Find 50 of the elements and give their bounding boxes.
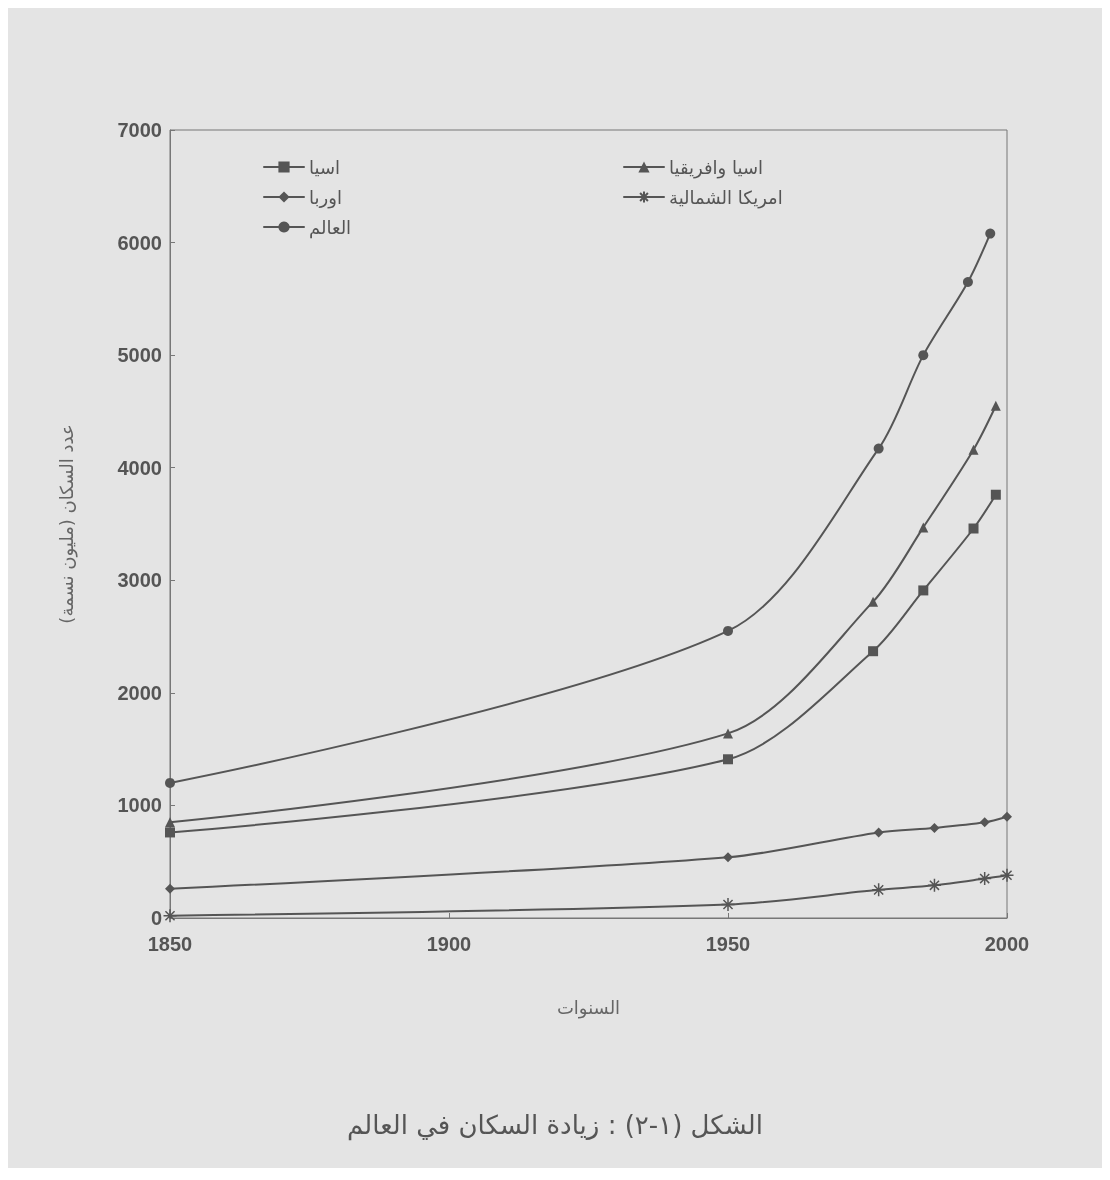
y-tick-label: 7000 — [117, 119, 162, 141]
y-tick-label: 5000 — [117, 344, 162, 367]
point — [723, 625, 733, 636]
point — [979, 817, 990, 828]
point — [868, 596, 879, 607]
point — [977, 871, 992, 886]
x-tick-label: 2000 — [984, 933, 1030, 955]
point — [962, 276, 973, 287]
x-tick-label: 1950 — [705, 933, 751, 955]
legend-label: امريكا الشمالية — [669, 186, 783, 209]
y-tick-label: 0 — [150, 907, 162, 929]
point — [165, 777, 175, 788]
legend-label: اسيا وافريقيا — [669, 156, 763, 179]
y-tick-label: 3000 — [117, 569, 162, 592]
point — [165, 827, 175, 838]
point — [873, 443, 884, 454]
point — [918, 350, 929, 361]
point — [165, 817, 175, 828]
legend-label: اسيا — [309, 156, 340, 178]
point — [723, 728, 733, 739]
point — [873, 827, 884, 838]
point — [985, 228, 996, 239]
legend-label: اوربا — [309, 186, 342, 209]
point — [868, 646, 879, 657]
point — [927, 878, 942, 893]
point — [968, 523, 979, 534]
point — [990, 400, 1001, 411]
x-tick-label: 1850 — [147, 933, 193, 955]
y-tick-label: 2000 — [117, 681, 162, 704]
point — [918, 522, 929, 533]
point — [968, 444, 979, 455]
x-tick-label: 1900 — [426, 933, 472, 955]
x-axis-title: السنوات — [556, 996, 621, 1019]
y-tick-label: 4000 — [117, 456, 162, 479]
point — [720, 897, 736, 912]
point — [723, 754, 733, 765]
point — [871, 882, 886, 898]
y-tick-label: 1000 — [117, 794, 162, 817]
y-tick-label: 6000 — [117, 231, 162, 254]
point — [999, 867, 1015, 883]
legend-label: العالم — [309, 216, 352, 239]
point — [1002, 811, 1012, 822]
y-axis-title: عدد السكان (مليون نسمة) — [55, 424, 78, 624]
point — [929, 822, 940, 833]
point — [990, 489, 1001, 500]
point — [723, 852, 733, 863]
point — [918, 585, 929, 596]
point — [162, 908, 178, 923]
text: الشكل (١-٢) : زيادة السكان في العالم — [347, 1110, 763, 1141]
point — [165, 883, 175, 894]
